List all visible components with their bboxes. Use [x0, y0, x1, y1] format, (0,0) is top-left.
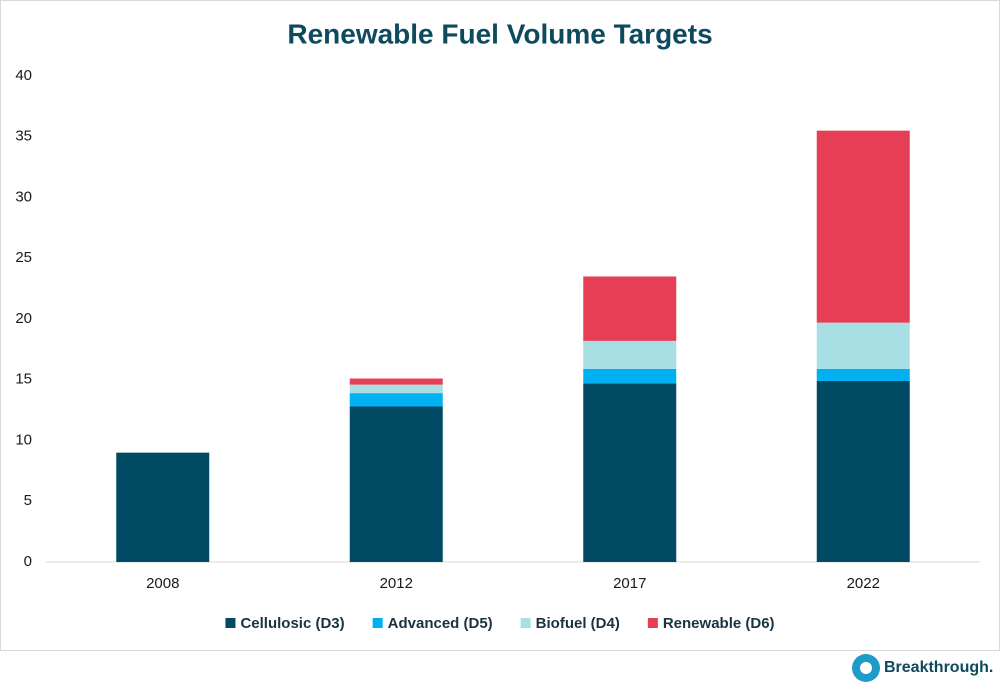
bar-segment	[583, 276, 677, 341]
legend-label: Cellulosic (D3)	[240, 615, 344, 632]
logo-icon-inner	[860, 662, 872, 674]
bar-segment	[116, 452, 210, 562]
bar-segment	[816, 322, 910, 369]
y-tick-label: 15	[15, 371, 32, 388]
bar-segment	[349, 406, 443, 562]
legend-swatch	[372, 618, 383, 628]
legend-item: Renewable (D6)	[647, 615, 775, 632]
bar-segment	[349, 378, 443, 385]
legend-label: Advanced (D5)	[388, 615, 493, 632]
legend-swatch	[225, 618, 236, 628]
y-tick-label: 10	[15, 431, 32, 448]
bar-segment	[349, 384, 443, 394]
legend-swatch	[647, 618, 658, 628]
y-tick-label: 40	[15, 67, 32, 84]
x-tick-label: 2012	[380, 575, 413, 592]
bar-segment	[349, 393, 443, 407]
bar-segment	[583, 340, 677, 369]
bar-segment	[583, 368, 677, 384]
y-tick-label: 30	[15, 188, 32, 205]
legend-item: Cellulosic (D3)	[225, 615, 345, 632]
legend-swatch	[520, 618, 531, 628]
y-tick-label: 25	[15, 249, 32, 266]
logo: Breakthrough.	[852, 654, 993, 682]
bar-segment	[816, 130, 910, 323]
y-tick-label: 20	[15, 310, 32, 327]
x-tick-label: 2017	[613, 575, 646, 592]
legend-item: Biofuel (D4)	[520, 615, 620, 632]
y-tick-label: 5	[24, 492, 32, 509]
legend-item: Advanced (D5)	[372, 615, 493, 632]
x-tick-label: 2022	[847, 575, 880, 592]
y-tick-label: 35	[15, 128, 32, 145]
bar-segment	[816, 368, 910, 381]
chart-title: Renewable Fuel Volume Targets	[287, 18, 712, 49]
bar-segment	[583, 383, 677, 562]
bar-segment	[816, 380, 910, 562]
x-tick-label: 2008	[146, 575, 179, 592]
y-tick-label: 0	[24, 553, 32, 570]
legend-label: Biofuel (D4)	[536, 615, 620, 632]
legend: Cellulosic (D3) Advanced (D5) Biofuel (D4)…	[225, 615, 775, 632]
brand-name: Breakthrough.	[884, 659, 993, 676]
legend-label: Renewable (D6)	[663, 615, 775, 632]
